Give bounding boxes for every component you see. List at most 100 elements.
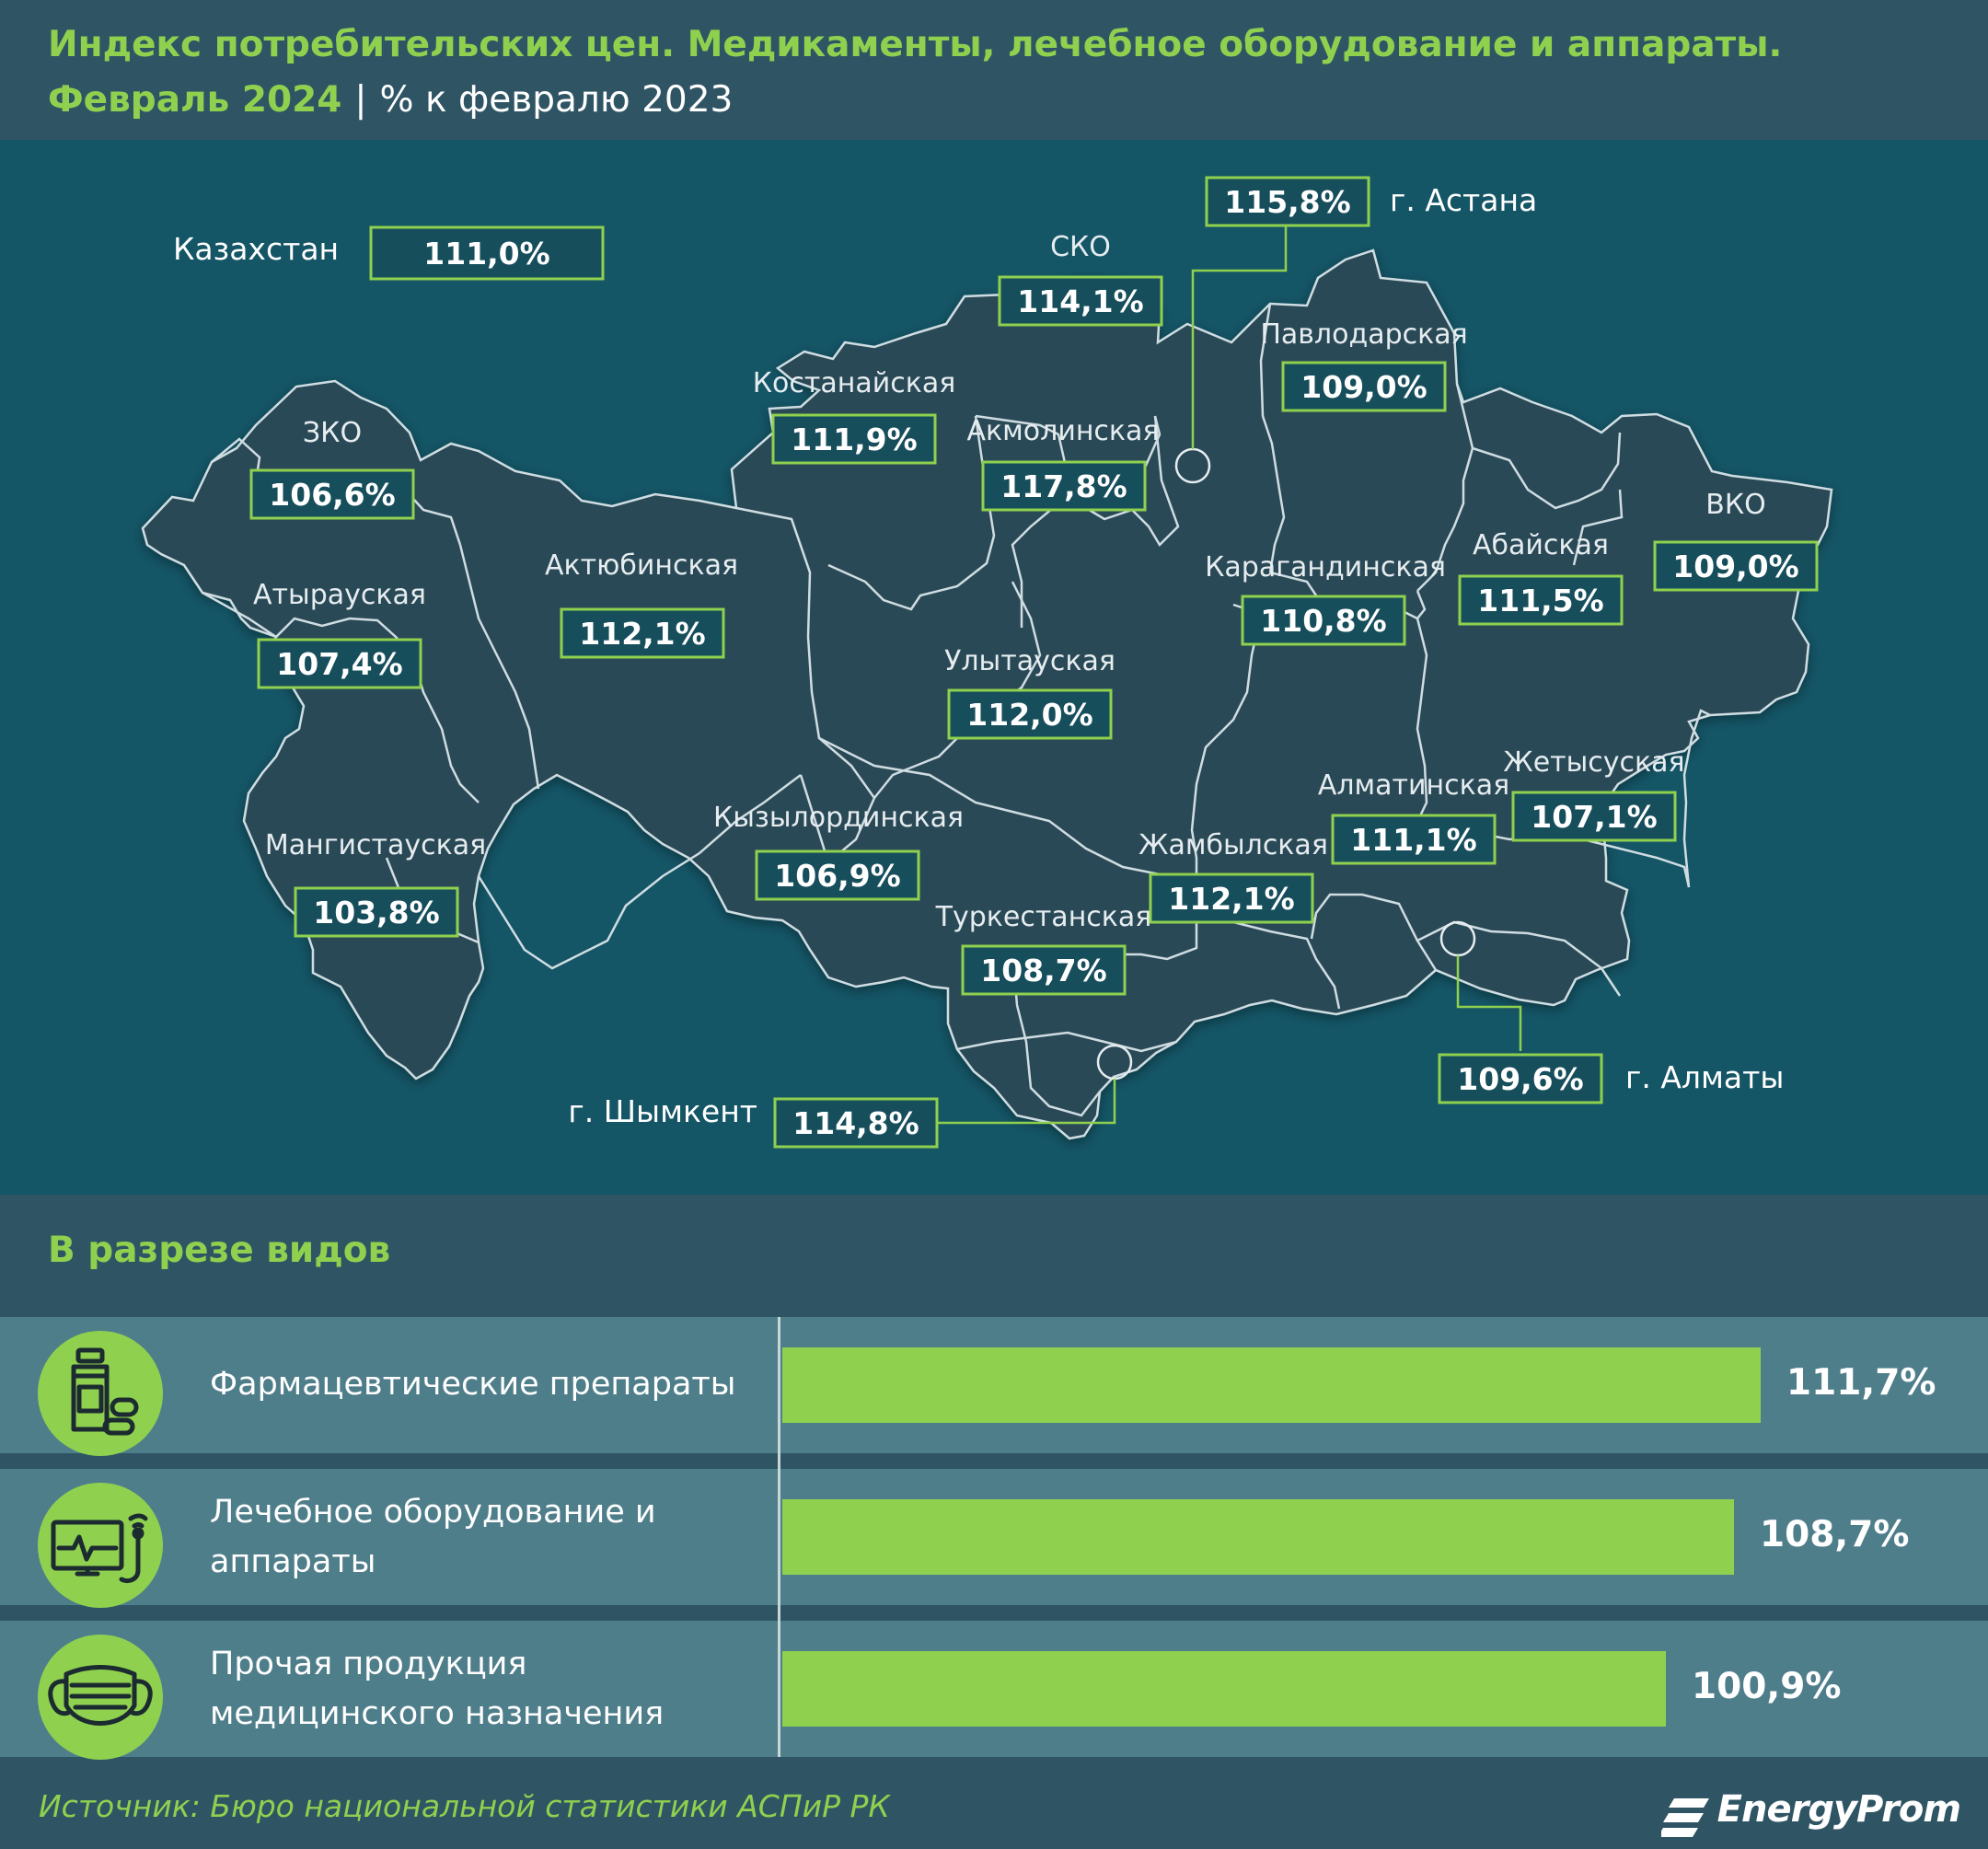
region-value: 103,8% [313,895,439,930]
border-pavlodar-west [1259,303,1286,573]
region-value: 112,0% [966,697,1092,733]
border-turkestan-south [956,1031,1177,1053]
bar [782,1651,1666,1727]
region-sko: СКО 114,1% [998,231,1163,327]
region-label: Актюбинская [545,549,738,582]
bar-value-label: 100,9% [1692,1666,1842,1707]
category-row: Фармацевтические препараты [0,1317,1988,1456]
region-value-box [1281,361,1447,412]
header: Индекс потребительских цен. Медикаменты,… [0,0,1988,140]
city-value: 115,8% [1224,184,1350,220]
bar [782,1347,1761,1423]
region-value-box [1241,595,1406,646]
city-value-box [773,1097,939,1149]
region-label: Туркестанская [935,901,1152,933]
breakdown-chart: Фармацевтические препараты Лечебное обор… [0,1300,1988,1779]
region-label: СКО [1050,231,1111,263]
category-label: Прочая продукция медицинского назначения [210,1646,665,1732]
border-vko-west [1572,489,1624,566]
region-value-box [771,413,937,465]
bar-value-label: 111,7% [1786,1362,1936,1404]
region-value: 111,5% [1477,583,1603,618]
logo-text: EnergyProm [1716,1788,1961,1831]
region-vko: ВКО 109,0% [1653,489,1819,592]
region-zhetysu: Жетысуская 107,1% [1503,746,1685,842]
category-label: Фармацевтические препараты [210,1366,736,1403]
city-almaty: 109,6% г. Алматы [1438,1053,1784,1104]
period-label: Февраль 2024 [48,79,342,121]
region-value-box [998,275,1163,327]
border-almaty-north [1310,893,1419,942]
national-value-box [369,225,605,281]
region-ulytau: Улытауская 112,0% [944,645,1115,740]
region-value: 106,9% [774,858,900,894]
face-mask-icon [38,1635,163,1760]
border-zhetysu [1416,920,1622,997]
region-zko: ЗКО 106,6% [249,417,415,520]
breakdown-title: В разрезе видов [48,1230,391,1271]
region-value-box [1458,574,1624,626]
region-value-box [294,886,459,938]
region-zhambyl: Жамбылская 112,1% [1138,829,1328,924]
region-value: 112,1% [1168,881,1294,917]
region-value: 111,9% [791,422,917,457]
region-label: Акмолинская [967,415,1160,447]
region-value: 111,1% [1350,822,1476,858]
region-value-box [1653,540,1819,592]
breakdown-header: В разрезе видов [0,1195,1988,1300]
border-ulytau-south [818,736,1197,905]
border-akmola [1011,415,1180,628]
city-label: г. Алматы [1625,1059,1784,1095]
region-value-box [755,849,920,901]
region-label: Жетысуская [1503,746,1684,779]
city-label: г. Шымкент [568,1093,757,1129]
region-label: Абайская [1473,529,1609,561]
region-value-box [560,607,725,659]
kazakhstan-map: Казахстан 111,0% ЗКО 106,6% Атырауская 1… [141,176,1833,1149]
logo-mark-icon [1657,1797,1709,1837]
border-pavlodar-east [1416,383,1474,592]
region-pavlodar: Павлодарская 109,0% [1260,318,1468,412]
region-almaty: Алматинская 111,1% [1318,769,1509,865]
region-value-box [961,944,1127,996]
pills-bottle-icon [38,1331,163,1456]
unit-label: % к февралю 2023 [379,79,734,121]
city-shymkent: г. Шымкент 114,8% [568,1093,939,1149]
region-value: 107,4% [276,646,402,682]
bar-value-label: 108,7% [1760,1514,1910,1555]
region-akmola: Акмолинская 117,8% [967,415,1160,512]
region-label: Карагандинская [1205,551,1446,584]
region-value: 110,8% [1260,603,1386,639]
border-kyzylorda-north [477,774,802,970]
region-value-box [947,688,1113,740]
national-label: Казахстан [173,231,339,267]
region-label: Кызылординская [713,802,964,834]
city-label: г. Астана [1390,182,1537,218]
region-value-box [981,460,1147,512]
subtitle: Февраль 2024 | % к февралю 2023 [48,79,733,121]
city-value-box [1438,1053,1603,1104]
astana-leader [1191,225,1288,449]
city-astana: 115,8% г. Астана [1205,176,1537,227]
region-label: Атырауская [253,579,426,611]
category-label: Лечебное оборудование и аппараты [210,1494,656,1580]
region-label: Улытауская [944,645,1115,677]
region-value: 108,7% [980,953,1106,988]
region-value: 107,1% [1531,799,1657,835]
subtitle-separator: | [354,79,367,121]
region-value-box [249,468,415,520]
energyprom-logo: EnergyProm [1657,1788,1961,1840]
bar [782,1499,1734,1575]
region-value-box [1149,872,1314,924]
border-turkestan [1011,949,1101,1117]
city-value: 109,6% [1457,1061,1583,1097]
city-value: 114,8% [792,1105,919,1141]
region-kyzylorda: Кызылординская 106,9% [713,802,964,901]
region-value-box [1331,814,1497,865]
region-label: ЗКО [303,417,362,449]
region-label: Алматинская [1318,769,1509,802]
footer: Источник: Бюро национальной статистики А… [0,1779,1988,1849]
region-aktobe: Актюбинская 112,1% [545,549,738,659]
region-value-box [1511,791,1677,842]
